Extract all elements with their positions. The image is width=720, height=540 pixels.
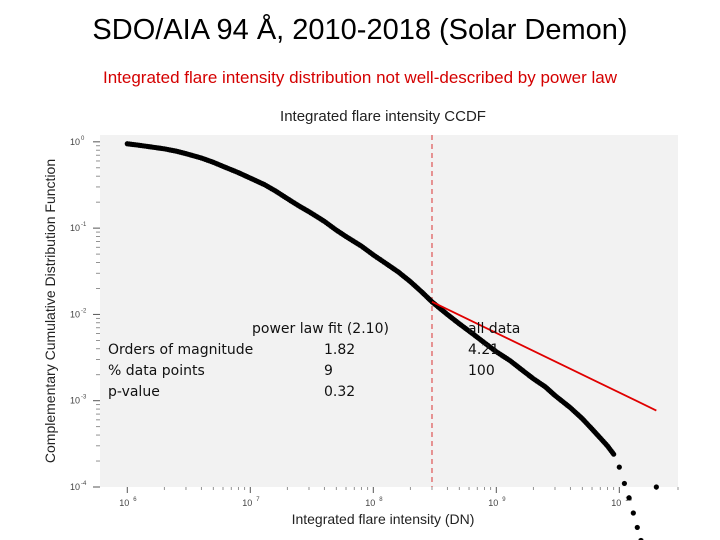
stats-fit-value: 1.82 xyxy=(324,342,356,358)
data-point xyxy=(638,537,644,540)
stats-all-value: 4.21 xyxy=(468,342,500,358)
y-tick-label: 10 xyxy=(70,309,80,319)
slide-title: SDO/AIA 94 Å, 2010-2018 (Solar Demon) xyxy=(92,14,628,46)
x-axis-label: Integrated flare intensity (DN) xyxy=(292,511,475,527)
x-tick-label: 10 xyxy=(365,498,375,508)
y-tick-label: 10 xyxy=(70,482,80,492)
chart-title: Integrated flare intensity CCDF xyxy=(280,108,486,125)
slide-subtitle: Integrated flare intensity distribution … xyxy=(102,68,618,87)
stats-all-value: 100 xyxy=(468,363,495,379)
stats-header-fit: power law fit (2.10) xyxy=(252,321,389,337)
stats-row-label: p-value xyxy=(108,384,160,400)
y-tick-label: 10 xyxy=(70,396,80,406)
x-tick-exponent: 9 xyxy=(502,497,506,503)
stats-fit-value: 9 xyxy=(324,363,333,379)
data-point xyxy=(634,524,640,531)
stats-col-all: 4.21 100 xyxy=(468,340,499,382)
stats-col-fit: 1.82 9 0.32 xyxy=(324,340,355,403)
data-point xyxy=(621,480,628,487)
data-point xyxy=(653,484,659,490)
y-tick-exponent: -1 xyxy=(81,222,87,228)
y-tick-exponent: -4 xyxy=(81,481,87,487)
stats-col-label: Orders of magnitude % data points p-valu… xyxy=(108,340,253,403)
stats-header-all: all data xyxy=(468,321,521,337)
x-tick-exponent: 7 xyxy=(256,497,260,503)
data-point xyxy=(611,451,617,457)
stats-fit-value: 0.32 xyxy=(324,384,356,400)
data-point xyxy=(626,495,632,501)
y-axis-label: Complementary Cumulative Distribution Fu… xyxy=(42,159,58,463)
y-tick-exponent: -2 xyxy=(81,308,87,314)
x-tick-label: 10 xyxy=(242,498,252,508)
x-tick-label: 10 xyxy=(611,498,621,508)
y-tick-exponent: 0 xyxy=(81,136,85,142)
y-tick-exponent: -3 xyxy=(81,395,87,401)
stats-row-label: % data points xyxy=(108,363,205,379)
stats-row-label: Orders of magnitude xyxy=(108,342,254,358)
data-point xyxy=(630,510,636,516)
x-tick-exponent: 8 xyxy=(379,497,383,503)
x-tick-label: 10 xyxy=(119,498,129,508)
power-law-fit-line xyxy=(431,300,657,412)
x-tick-exponent: 6 xyxy=(133,497,137,503)
x-tick-label: 10 xyxy=(488,498,498,508)
y-tick-label: 10 xyxy=(70,223,80,233)
y-tick-label: 10 xyxy=(70,137,80,147)
plot-area xyxy=(100,135,678,487)
data-point xyxy=(616,464,622,470)
